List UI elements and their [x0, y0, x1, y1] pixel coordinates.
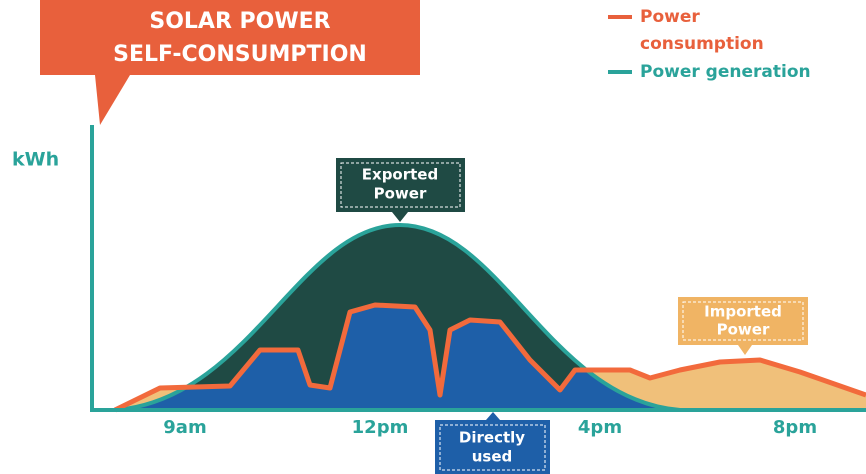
callout-text: Directly: [459, 429, 525, 447]
x-label: 4pm: [578, 417, 622, 438]
x-label: 8pm: [773, 417, 817, 438]
consumption-line: [113, 302, 866, 413]
callout-text: Power: [717, 321, 770, 339]
generation-line: [114, 222, 681, 412]
x-label: 9am: [163, 417, 206, 438]
callout-border: [682, 301, 804, 341]
callout-border: [439, 424, 546, 471]
callout-text: used: [472, 448, 513, 466]
callout-box: [336, 158, 465, 222]
x-label: 12pm: [352, 417, 409, 438]
legend-label: Power: [640, 7, 700, 27]
legend-label: consumption: [640, 34, 764, 54]
title-line: SOLAR POWER: [149, 9, 330, 34]
legend-label: Power generation: [640, 62, 811, 82]
title-line: SELF-CONSUMPTION: [113, 42, 367, 67]
callout-box: [435, 412, 550, 474]
callout-text: Exported: [362, 166, 438, 184]
callout-text: Power: [374, 185, 427, 203]
title-banner: [40, 0, 420, 125]
callout-text: Imported: [704, 303, 782, 321]
y-axis-label: kWh: [12, 149, 59, 171]
direct-area: [115, 305, 680, 410]
callout-border: [340, 162, 461, 208]
